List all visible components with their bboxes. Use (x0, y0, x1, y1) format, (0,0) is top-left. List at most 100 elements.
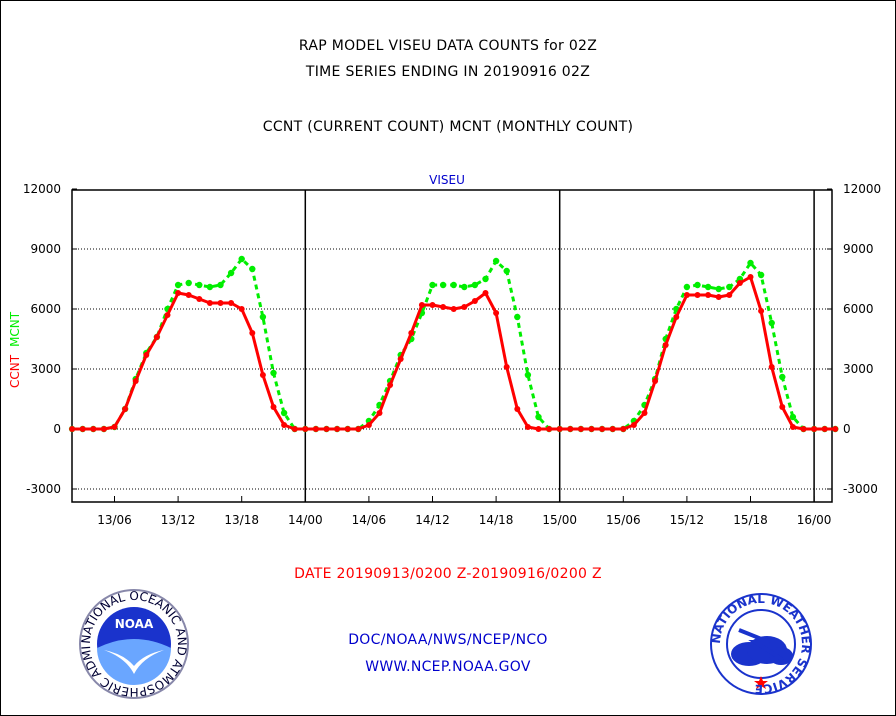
y-axis-label-ccnt: CCNT (8, 354, 22, 388)
data-point-ccnt (800, 426, 807, 432)
y-tick-label-left: -3000 (26, 482, 61, 496)
data-point-ccnt (175, 290, 182, 296)
data-point-mcnt (715, 285, 722, 293)
x-tick-label: 15/12 (670, 513, 705, 527)
data-point-ccnt (153, 334, 160, 340)
data-point-mcnt (779, 373, 786, 381)
data-point-mcnt (482, 275, 489, 283)
ncep-url-link[interactable]: WWW.NCEP.NOAA.GOV (365, 659, 531, 675)
data-point-ccnt (758, 308, 765, 314)
noaa-logo-text: NOAA (115, 617, 154, 631)
data-point-ccnt (811, 426, 818, 432)
data-point-mcnt (492, 257, 500, 265)
nws-logo: NATIONAL WEATHER SERVICE (709, 592, 813, 696)
data-point-ccnt (662, 342, 669, 348)
data-point-mcnt (514, 313, 521, 321)
y-tick-label-right: -3000 (843, 482, 878, 496)
data-point-ccnt (440, 304, 447, 310)
data-point-ccnt (196, 296, 203, 302)
plot-frame (71, 189, 833, 503)
x-tick-label: 13/18 (224, 513, 259, 527)
data-point-ccnt (599, 426, 606, 432)
data-point-ccnt (228, 300, 235, 306)
data-point-ccnt (281, 422, 288, 428)
data-point-ccnt (832, 426, 839, 432)
x-tick-label: 13/12 (161, 513, 196, 527)
data-point-ccnt (630, 422, 637, 428)
data-point-ccnt (217, 300, 224, 306)
data-point-mcnt (450, 281, 457, 289)
data-point-ccnt (164, 312, 171, 318)
data-point-ccnt (397, 356, 404, 362)
chart-title-line-2: TIME SERIES ENDING IN 20190916 02Z (305, 64, 591, 80)
data-point-mcnt (535, 413, 542, 421)
data-point-ccnt (291, 426, 298, 432)
data-point-mcnt (694, 281, 701, 289)
data-point-ccnt (471, 298, 478, 304)
data-point-mcnt (206, 283, 214, 291)
data-point-ccnt (736, 280, 743, 286)
x-tick-label: 13/06 (97, 513, 132, 527)
data-point-ccnt (344, 426, 351, 432)
data-point-ccnt (683, 292, 690, 298)
data-point-ccnt (747, 274, 754, 280)
data-point-ccnt (450, 306, 457, 312)
data-point-ccnt (238, 306, 245, 312)
data-point-ccnt (206, 300, 213, 306)
station-label: VISEU (429, 173, 465, 187)
data-point-ccnt (779, 404, 786, 410)
data-point-mcnt (174, 281, 182, 289)
data-point-ccnt (143, 352, 150, 358)
y-axis-label-mcnt: MCNT (8, 311, 22, 347)
data-point-ccnt (408, 330, 415, 336)
data-point-ccnt (376, 410, 383, 416)
data-point-mcnt (259, 313, 267, 321)
data-point-mcnt (429, 281, 436, 289)
data-point-ccnt (588, 426, 595, 432)
data-point-ccnt (524, 424, 531, 430)
time-series-chart: -3000 -3000 0 0 3000 3000 6000 6000 9000 9000 1200… (8, 173, 881, 527)
data-point-ccnt (323, 426, 330, 432)
data-point-mcnt (503, 267, 510, 275)
data-point-ccnt (715, 294, 722, 300)
data-point-ccnt (620, 426, 627, 432)
data-point-ccnt (535, 426, 542, 432)
data-point-ccnt (259, 372, 266, 378)
data-point-mcnt (196, 281, 203, 289)
data-point-ccnt (334, 426, 341, 432)
data-point-ccnt (546, 426, 553, 432)
data-point-ccnt (355, 426, 362, 432)
data-point-ccnt (789, 424, 796, 430)
data-point-mcnt (524, 371, 532, 379)
data-point-ccnt (567, 426, 574, 432)
data-point-ccnt (418, 302, 425, 308)
data-point-ccnt (312, 426, 319, 432)
date-range-label: DATE 20190913/0200 Z-20190916/0200 Z (294, 566, 602, 582)
data-point-ccnt (609, 426, 616, 432)
data-point-mcnt (280, 409, 288, 417)
data-point-ccnt (387, 382, 394, 388)
x-tick-label: 14/18 (479, 513, 514, 527)
data-point-mcnt (726, 283, 733, 291)
x-tick-label: 15/06 (606, 513, 641, 527)
data-point-mcnt (461, 283, 468, 291)
x-tick-label: 14/12 (415, 513, 450, 527)
data-point-mcnt (471, 281, 479, 289)
data-point-ccnt (270, 404, 277, 410)
data-point-ccnt (652, 378, 659, 384)
data-point-ccnt (673, 314, 680, 320)
noaa-logo: NOAA NATIONAL OCEANIC AND ATMOSPHERIC AD… (78, 588, 189, 699)
y-tick-label-right: 0 (843, 422, 851, 436)
data-point-ccnt (69, 426, 76, 432)
data-point-mcnt (704, 283, 712, 291)
data-point-ccnt (493, 310, 500, 316)
x-tick-label: 16/00 (797, 513, 832, 527)
org-line: DOC/NOAA/NWS/NCEP/NCO (348, 632, 548, 648)
data-point-ccnt (79, 426, 86, 432)
data-point-mcnt (439, 281, 447, 289)
y-tick-label-right: 9000 (843, 242, 874, 256)
y-tick-label-right: 12000 (843, 182, 881, 196)
data-point-mcnt (185, 279, 192, 287)
data-point-ccnt (821, 426, 828, 432)
data-point-ccnt (100, 426, 107, 432)
